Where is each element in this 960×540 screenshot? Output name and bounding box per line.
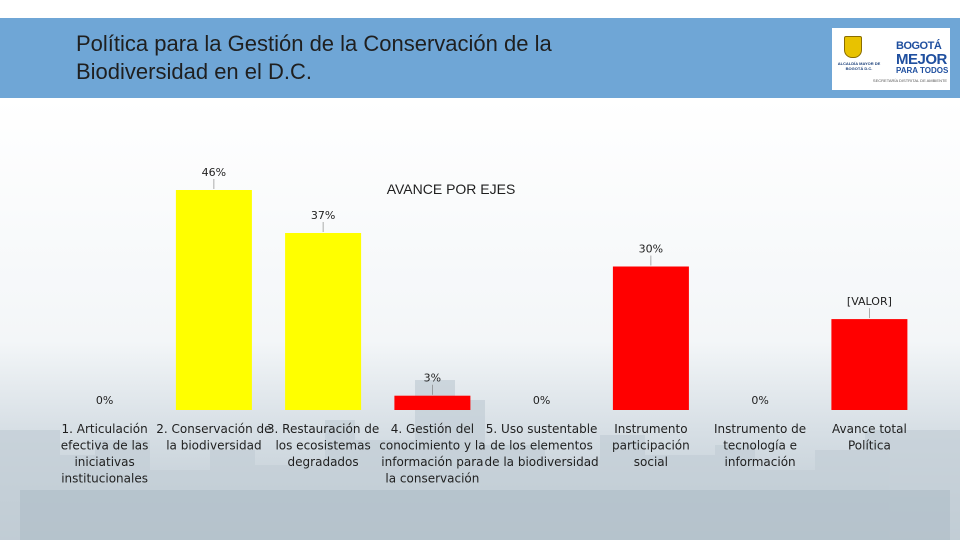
data-label-3: 37% (311, 209, 335, 222)
category-label-line: de los elementos (490, 439, 593, 453)
bogota-logo: ALCALDÍA MAYOR DE BOGOTÁ D.C. BOGOTÁ MEJ… (832, 28, 950, 90)
chart-title: AVANCE POR EJES (387, 181, 516, 197)
category-label-line: conocimiento y la (379, 439, 485, 453)
category-label-line: participación (612, 439, 690, 453)
category-label-line: 5. Uso sustentable (486, 422, 598, 436)
category-label-line: institucionales (61, 472, 148, 486)
category-label-line: información para (381, 455, 483, 469)
data-label-2: 46% (202, 166, 226, 179)
category-label-line: degradados (288, 455, 359, 469)
category-label-line: la conservación (385, 472, 479, 486)
logo-brand-sub: PARA TODOS (896, 66, 949, 75)
category-label-line: tecnología e (723, 439, 797, 453)
category-label-1: 1. Articulación efectiva de las iniciativa… (61, 422, 149, 486)
category-label-line: iniciativas (74, 455, 134, 469)
page-title-line-2: Biodiversidad en el D.C. (76, 59, 313, 84)
header-bar (0, 18, 960, 98)
logo-city-text: ALCALDÍA MAYOR DE BOGOTÁ D.C. (837, 61, 881, 71)
category-label-line: Política (848, 439, 891, 453)
bar-4 (394, 395, 471, 410)
data-label-1: 0% (96, 394, 113, 407)
category-label-6: Instrumento participación social (612, 422, 690, 469)
page-title-line-1: Política para la Gestión de la Conservac… (76, 31, 552, 56)
category-label-line: 2. Conservación de (156, 422, 271, 436)
category-label-line: de la biodiversidad (485, 455, 599, 469)
data-label-4: 3% (424, 372, 441, 385)
category-label-line: social (634, 455, 668, 469)
logo-brand-main: MEJOR (896, 51, 947, 68)
category-label-line: información (725, 455, 796, 469)
logo-brand-small: BOGOTÁ (896, 40, 942, 52)
coat-of-arms-icon (844, 36, 862, 58)
category-label-5: 5. Uso sustentable de los elementos de la … (485, 422, 599, 469)
logo-department: SECRETARÍA DISTRITAL DE AMBIENTE (872, 78, 948, 83)
category-label-line: Avance total (832, 422, 907, 436)
category-label-line: Instrumento de (714, 422, 806, 436)
data-label-6: 30% (639, 243, 663, 256)
logo-brand: BOGOTÁ MEJOR (896, 38, 947, 67)
category-label-line: los ecosistemas (275, 439, 370, 453)
data-label-8: [VALOR] (847, 295, 892, 308)
category-label-8: Avance total Política (832, 422, 907, 453)
data-label-5: 0% (533, 394, 550, 407)
bar-6 (612, 266, 689, 410)
category-label-3: 3. Restauración de los ecosistemas degrada… (267, 422, 379, 469)
category-label-line: Instrumento (614, 422, 687, 436)
page-title: Política para la Gestión de la Conservac… (76, 30, 776, 86)
category-label-line: 1. Articulación (61, 422, 147, 436)
bar-8 (831, 319, 908, 410)
category-label-line: 3. Restauración de (267, 422, 379, 436)
category-label-line: 4. Gestión del (391, 422, 474, 436)
category-label-7: Instrumento de tecnología e información (714, 422, 806, 469)
category-label-line: efectiva de las (61, 439, 149, 453)
bar-3 (285, 233, 362, 410)
category-label-4: 4. Gestión del conocimiento y la informaci… (379, 422, 485, 486)
category-label-2: 2. Conservación de la biodiversidad (156, 422, 271, 453)
bar-2 (175, 190, 252, 410)
data-label-7: 0% (751, 394, 768, 407)
category-label-line: la biodiversidad (166, 439, 261, 453)
